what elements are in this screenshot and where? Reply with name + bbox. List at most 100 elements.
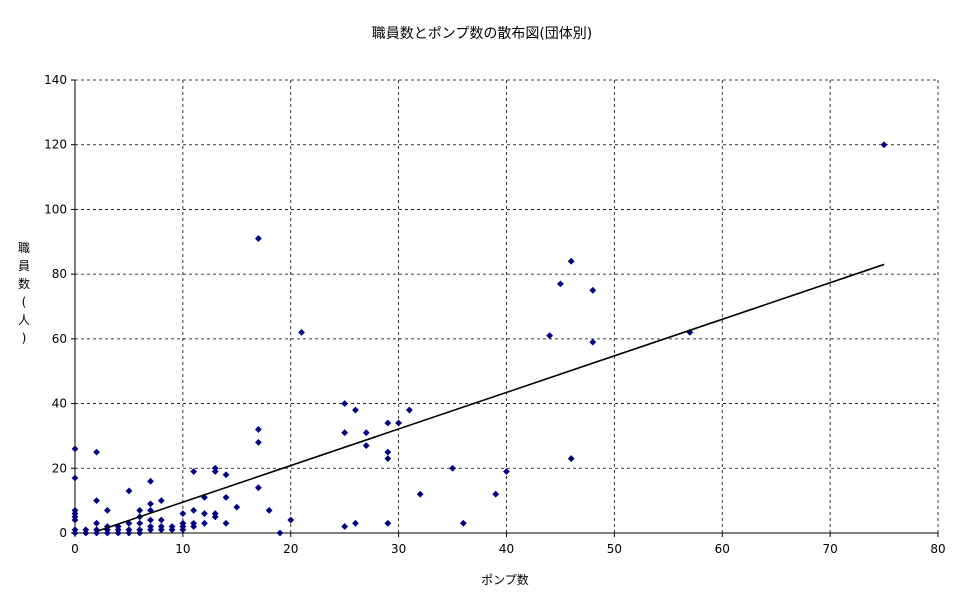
data-point xyxy=(201,510,208,517)
data-point xyxy=(449,464,456,472)
data-point xyxy=(459,519,467,527)
x-axis-label: ポンプ数 xyxy=(481,572,529,587)
data-point xyxy=(254,426,262,433)
data-point xyxy=(125,529,133,537)
data-point xyxy=(352,519,359,527)
data-point xyxy=(179,510,187,517)
data-point xyxy=(341,523,349,530)
data-point xyxy=(201,519,208,527)
y-axis-label-char: 職 xyxy=(18,241,30,255)
x-tick-label-80: 80 xyxy=(930,542,945,556)
trendline-group xyxy=(96,263,885,533)
data-point xyxy=(71,529,79,537)
data-point xyxy=(233,503,241,511)
data-point xyxy=(384,419,392,427)
data-point xyxy=(589,338,597,346)
data-point xyxy=(136,529,144,537)
data-point xyxy=(352,406,359,414)
data-point xyxy=(147,526,154,534)
data-point xyxy=(395,419,403,427)
data-point xyxy=(136,506,144,514)
y-axis-label-char: 員 xyxy=(18,259,30,273)
data-point xyxy=(190,468,198,475)
x-tick-label-60: 60 xyxy=(715,542,730,556)
data-point xyxy=(384,448,392,456)
y-tick-label-60: 60 xyxy=(52,332,67,346)
data-point xyxy=(276,529,284,537)
y-axis-label-char: ) xyxy=(22,331,27,345)
data-point xyxy=(589,286,597,294)
x-tick-label-0: 0 xyxy=(71,542,79,556)
x-tick-label-20: 20 xyxy=(283,542,298,556)
y-tick-label-40: 40 xyxy=(52,397,67,411)
data-point xyxy=(567,455,575,462)
data-point xyxy=(157,497,165,505)
data-point xyxy=(147,477,154,485)
data-point xyxy=(416,490,424,498)
data-point xyxy=(298,328,305,336)
data-point xyxy=(103,506,111,514)
data-point xyxy=(71,474,79,482)
data-point xyxy=(125,487,133,495)
data-point xyxy=(190,506,198,514)
x-tick-label-50: 50 xyxy=(607,542,622,556)
data-point xyxy=(82,529,90,537)
x-tick-label-30: 30 xyxy=(391,542,406,556)
data-point xyxy=(147,500,154,508)
y-tick-label-100: 100 xyxy=(44,202,67,216)
data-point xyxy=(157,526,165,534)
data-point xyxy=(341,400,349,407)
data-point xyxy=(147,516,154,524)
y-tick-label-140: 140 xyxy=(44,73,67,87)
data-point xyxy=(211,513,219,521)
y-tick-label-80: 80 xyxy=(52,267,67,281)
y-tick-label-20: 20 xyxy=(52,461,67,475)
data-point xyxy=(880,141,888,149)
data-point xyxy=(222,494,230,501)
gridlines xyxy=(75,79,939,533)
data-point xyxy=(254,484,262,492)
data-point xyxy=(179,526,187,534)
y-axis-label-char: 人 xyxy=(18,313,30,327)
data-point xyxy=(254,439,262,446)
x-tick-labels: 0 10 20 30 40 50 60 70 80 xyxy=(71,542,945,556)
y-axis-label: 職員数 ( 人) xyxy=(18,241,30,345)
data-point xyxy=(287,516,295,524)
data-point xyxy=(103,529,111,537)
trendline xyxy=(96,263,885,533)
data-point xyxy=(384,455,392,462)
data-point xyxy=(114,529,122,537)
x-tick-label-40: 40 xyxy=(499,542,514,556)
x-tick-label-70: 70 xyxy=(822,542,837,556)
data-point xyxy=(222,471,230,479)
y-tick-labels: 0 20 40 60 80 100 120 140 xyxy=(44,73,67,540)
data-point xyxy=(492,490,500,498)
data-point xyxy=(406,406,413,414)
data-point xyxy=(157,516,165,524)
data-point xyxy=(265,506,273,514)
y-tick-label-120: 120 xyxy=(44,138,67,152)
data-point xyxy=(254,235,262,242)
data-point xyxy=(93,448,100,456)
y-tick-label-0: 0 xyxy=(59,526,67,540)
y-axis-label-char: 数 xyxy=(18,276,30,291)
data-point xyxy=(567,257,575,265)
data-point xyxy=(362,442,370,450)
data-point xyxy=(341,429,349,437)
data-point xyxy=(503,468,510,475)
data-point xyxy=(557,280,564,288)
data-point xyxy=(93,497,100,505)
data-point xyxy=(211,468,219,475)
data-point xyxy=(93,519,100,527)
data-point xyxy=(93,529,100,537)
x-tick-label-10: 10 xyxy=(175,542,190,556)
chart-title: 職員数とポンプ数の散布図(団体別) xyxy=(372,26,593,42)
data-point xyxy=(362,429,370,437)
data-point xyxy=(168,526,176,534)
data-point xyxy=(222,519,230,527)
data-point xyxy=(384,519,392,527)
y-axis-label-char: ( xyxy=(22,295,27,309)
data-point xyxy=(190,523,198,530)
data-point xyxy=(136,519,144,527)
